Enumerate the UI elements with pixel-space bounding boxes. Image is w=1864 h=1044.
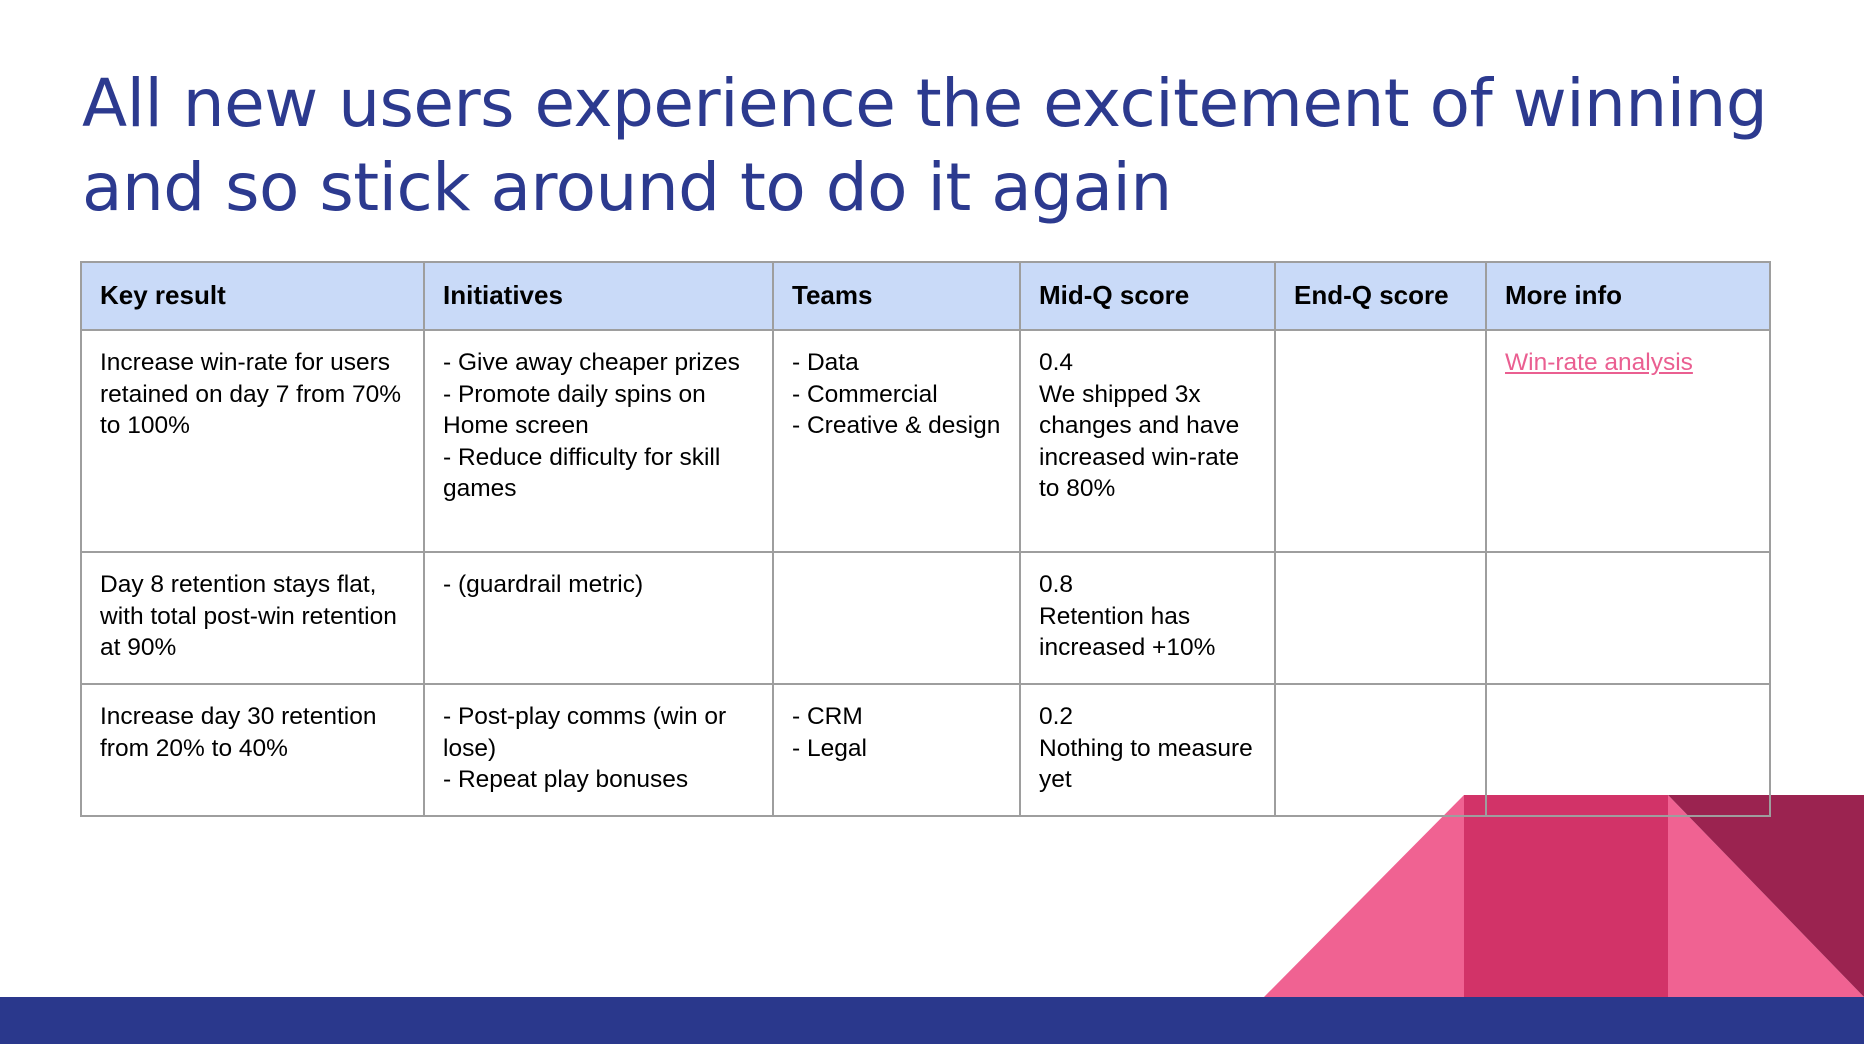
mid-q-score-note: Nothing to measure yet bbox=[1039, 734, 1253, 794]
cell-initiatives: - Give away cheaper prizes - Promote dai… bbox=[423, 329, 774, 553]
mid-q-score-note: Retention has increased +10% bbox=[1039, 602, 1216, 662]
header-initiatives: Initiatives bbox=[423, 261, 774, 331]
cell-mid-q-score: 0.2 Nothing to measure yet bbox=[1019, 683, 1276, 817]
initiative-item: - Repeat play bonuses bbox=[443, 766, 689, 793]
table-row: Increase win-rate for users retained on … bbox=[80, 329, 1771, 553]
footer-bar bbox=[0, 997, 1864, 1044]
cell-teams: - CRM - Legal bbox=[772, 683, 1021, 817]
decor-dark-block bbox=[1668, 795, 1864, 997]
cell-more-info: Win-rate analysis bbox=[1485, 329, 1771, 553]
slide-title-line-2: and so stick around to do it again bbox=[82, 149, 1172, 226]
mid-q-score-value: 0.4 bbox=[1039, 349, 1074, 376]
team-item: - Legal bbox=[792, 734, 867, 762]
cell-end-q-score bbox=[1274, 551, 1487, 685]
okr-table: Key result Initiatives Teams Mid-Q score… bbox=[80, 261, 1771, 817]
team-item: - CRM bbox=[792, 703, 863, 730]
decor-pink-left-triangle bbox=[1264, 795, 1464, 997]
header-more-info: More info bbox=[1485, 261, 1771, 331]
initiative-item: - (guardrail metric) bbox=[443, 571, 644, 598]
cell-key-result: Increase day 30 retention from 20% to 40… bbox=[80, 683, 425, 817]
header-mid-q-score: Mid-Q score bbox=[1019, 261, 1276, 331]
initiative-item: - Promote daily spins on Home screen bbox=[443, 380, 706, 440]
cell-end-q-score bbox=[1274, 329, 1487, 553]
mid-q-score-note: We shipped 3x changes and have increased… bbox=[1039, 380, 1240, 503]
decor-magenta-block bbox=[1464, 795, 1668, 997]
team-item: - Data bbox=[792, 349, 859, 376]
initiative-item: - Reduce difficulty for skill games bbox=[443, 443, 721, 503]
win-rate-analysis-link[interactable]: Win-rate analysis bbox=[1505, 349, 1693, 376]
cell-more-info bbox=[1485, 551, 1771, 685]
cell-key-result: Increase win-rate for users retained on … bbox=[80, 329, 425, 553]
mid-q-score-value: 0.8 bbox=[1039, 571, 1074, 598]
cell-initiatives: - Post-play comms (win or lose) - Repeat… bbox=[423, 683, 774, 817]
team-item: - Commercial bbox=[792, 380, 938, 408]
table-row: Day 8 retention stays flat, with total p… bbox=[80, 551, 1771, 685]
header-key-result: Key result bbox=[80, 261, 425, 331]
slide-title-line-1: All new users experience the excitement … bbox=[82, 65, 1768, 142]
cell-more-info bbox=[1485, 683, 1771, 817]
team-item: - Creative & design bbox=[792, 412, 1001, 439]
header-end-q-score: End-Q score bbox=[1274, 261, 1487, 331]
cell-initiatives: - (guardrail metric) bbox=[423, 551, 774, 685]
mid-q-score-value: 0.2 bbox=[1039, 703, 1074, 730]
initiative-item: - Give away cheaper prizes bbox=[443, 349, 740, 376]
cell-end-q-score bbox=[1274, 683, 1487, 817]
slide-title: All new users experience the excitement … bbox=[82, 62, 1782, 230]
cell-mid-q-score: 0.4 We shipped 3x changes and have incre… bbox=[1019, 329, 1276, 553]
initiative-item: - Post-play comms (win or lose) bbox=[443, 703, 727, 762]
cell-mid-q-score: 0.8 Retention has increased +10% bbox=[1019, 551, 1276, 685]
table-header-row: Key result Initiatives Teams Mid-Q score… bbox=[80, 261, 1771, 331]
cell-teams bbox=[772, 551, 1021, 685]
cell-key-result: Day 8 retention stays flat, with total p… bbox=[80, 551, 425, 685]
cell-teams: - Data - Commercial - Creative & design bbox=[772, 329, 1021, 553]
header-teams: Teams bbox=[772, 261, 1021, 331]
decor-pink-right-triangle bbox=[1668, 795, 1864, 997]
table-row: Increase day 30 retention from 20% to 40… bbox=[80, 683, 1771, 817]
